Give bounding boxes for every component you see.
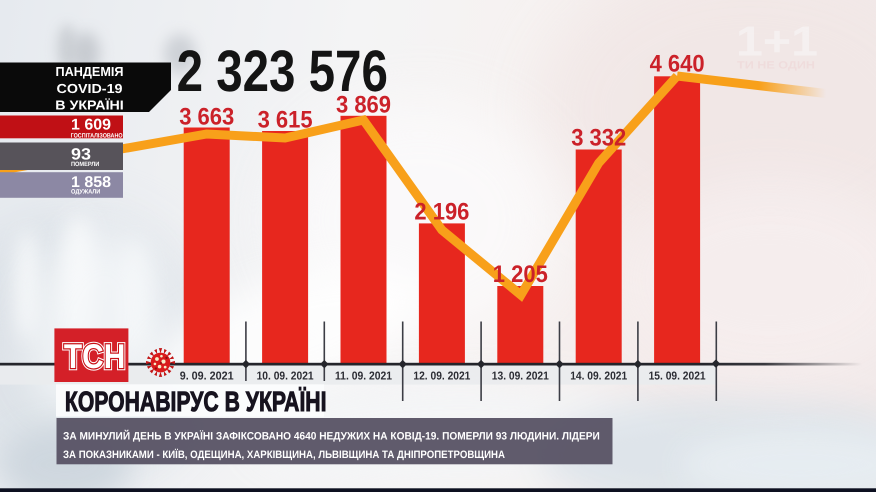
svg-text:4 640: 4 640 (650, 51, 705, 78)
svg-text:10. 09. 2021: 10. 09. 2021 (257, 371, 315, 383)
svg-text:1+1: 1+1 (736, 18, 818, 65)
svg-text:ГОСПІТАЛІЗОВАНО: ГОСПІТАЛІЗОВАНО (71, 132, 123, 139)
svg-text:ЗА МИНУЛИЙ ДЕНЬ В УКРАЇНІ ЗАФІ: ЗА МИНУЛИЙ ДЕНЬ В УКРАЇНІ ЗАФІКСОВАНО 46… (63, 430, 600, 443)
svg-text:COVID-19: COVID-19 (57, 81, 123, 96)
svg-text:ЗА ПОКАЗНИКАМИ - КИЇВ, ОДЕЩИНА: ЗА ПОКАЗНИКАМИ - КИЇВ, ОДЕЩИНА, ХАРКІВЩИ… (63, 448, 505, 461)
svg-text:1 205: 1 205 (493, 261, 548, 288)
svg-text:ПОМЕРЛИ: ПОМЕРЛИ (71, 161, 100, 168)
svg-text:ПАНДЕМІЯ: ПАНДЕМІЯ (56, 64, 124, 79)
svg-text:ТСН: ТСН (64, 338, 125, 376)
svg-text:ТСН: ТСН (64, 338, 125, 376)
svg-text:3 869: 3 869 (336, 92, 391, 119)
svg-text:3 332: 3 332 (571, 125, 626, 152)
svg-text:ТИ НЕ ОДИН: ТИ НЕ ОДИН (737, 60, 815, 72)
svg-text:9. 09. 2021: 9. 09. 2021 (180, 371, 235, 383)
svg-text:3 663: 3 663 (179, 104, 234, 131)
svg-text:3 615: 3 615 (258, 107, 313, 134)
svg-text:13. 09. 2021: 13. 09. 2021 (492, 371, 550, 383)
svg-text:14. 09. 2021: 14. 09. 2021 (570, 371, 628, 383)
svg-text:1 858: 1 858 (71, 174, 111, 191)
svg-text:11. 09. 2021: 11. 09. 2021 (335, 371, 393, 383)
svg-text:15. 09. 2021: 15. 09. 2021 (649, 371, 707, 383)
svg-text:В УКРАЇНІ: В УКРАЇНІ (55, 98, 124, 113)
svg-text:2 323 576: 2 323 576 (177, 39, 388, 104)
svg-text:КОРОНАВІРУС В УКРАЇНІ: КОРОНАВІРУС В УКРАЇНІ (65, 386, 327, 417)
svg-text:2 196: 2 196 (414, 198, 469, 225)
svg-text:12. 09. 2021: 12. 09. 2021 (413, 371, 471, 383)
svg-text:93: 93 (71, 145, 91, 163)
svg-text:ОДУЖАЛИ: ОДУЖАЛИ (71, 188, 101, 195)
svg-text:1 609: 1 609 (71, 117, 111, 134)
